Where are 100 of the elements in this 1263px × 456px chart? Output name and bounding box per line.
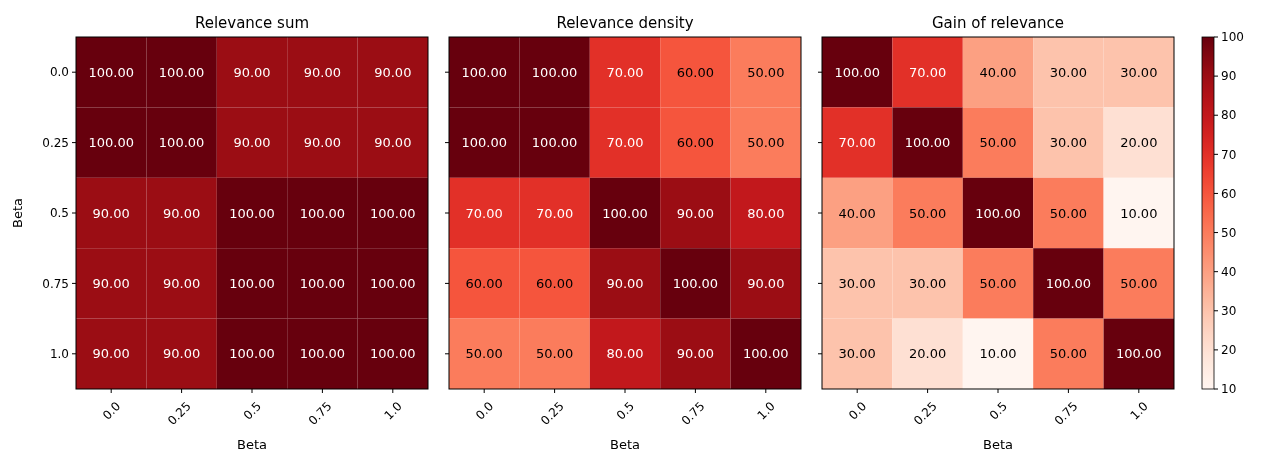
data-label: 100.00	[531, 135, 578, 151]
data-label: 70.00	[535, 205, 574, 221]
data-label: 30.00	[838, 275, 876, 291]
data-label: 20.00	[1120, 135, 1158, 151]
data-label: 100.00	[158, 135, 205, 151]
data-label: 100.00	[904, 135, 951, 151]
data-label: 60.00	[465, 275, 503, 291]
data-label: 60.00	[676, 64, 715, 80]
data-label: 100.00	[531, 64, 578, 80]
x-tick-label: 1.0	[754, 399, 778, 423]
y-tick-label: 0.25	[42, 135, 69, 150]
data-label: 50.00	[1049, 205, 1088, 221]
data-label: 100.00	[602, 205, 648, 221]
data-label: 10.00	[1120, 205, 1158, 221]
data-label: 100.00	[88, 135, 134, 151]
color-bar-label: 50	[1221, 225, 1237, 240]
x-axis-title: Beta	[237, 437, 267, 452]
data-label: 60.00	[535, 275, 574, 291]
x-tick-label: 0.5	[613, 399, 638, 423]
x-tick-label: 0.5	[240, 399, 265, 423]
data-label: 90.00	[92, 346, 130, 362]
data-label: 30.00	[838, 346, 876, 362]
data-label: 90.00	[606, 275, 644, 291]
data-label: 100.00	[743, 346, 789, 362]
data-label: 100.00	[370, 275, 416, 291]
data-label: 90.00	[303, 64, 342, 80]
data-label: 70.00	[908, 64, 947, 80]
data-label: 90.00	[676, 346, 715, 362]
y-tick-label: 0.75	[42, 276, 69, 291]
data-label: 100.00	[461, 135, 507, 151]
data-label: 100.00	[461, 64, 507, 80]
data-label: 50.00	[979, 275, 1017, 291]
x-tick-label: 0.5	[986, 399, 1011, 423]
color-bar-label: 20	[1221, 343, 1237, 358]
color-bar-label: 100	[1221, 30, 1244, 45]
data-label: 100.00	[370, 205, 416, 221]
data-label: 50.00	[1049, 346, 1088, 362]
data-label: 30.00	[1049, 64, 1088, 80]
y-tick-label: 0.0	[49, 65, 69, 80]
data-label: 70.00	[838, 135, 876, 151]
data-label: 70.00	[606, 135, 644, 151]
data-label: 90.00	[303, 135, 342, 151]
data-label: 100.00	[834, 64, 880, 80]
data-label: 50.00	[747, 135, 785, 151]
y-tick-label: 1.0	[49, 347, 69, 361]
data-label: 50.00	[535, 346, 574, 362]
data-label: 80.00	[606, 346, 644, 362]
data-label: 90.00	[374, 135, 412, 151]
data-label: 100.00	[88, 64, 134, 80]
data-label: 90.00	[233, 135, 271, 151]
data-label: 40.00	[838, 205, 876, 221]
data-label: 50.00	[747, 64, 785, 80]
x-tick-label: 1.0	[381, 399, 405, 423]
color-bar-label: 60	[1221, 186, 1237, 201]
color-bar-label: 30	[1221, 303, 1237, 318]
data-label: 90.00	[374, 64, 412, 80]
x-tick-label: 0.0	[99, 399, 124, 423]
data-label: 90.00	[92, 205, 130, 221]
color-bar-label: 40	[1221, 264, 1237, 279]
chart-title: Relevance density	[556, 14, 694, 32]
data-label: 100.00	[299, 346, 346, 362]
y-axis-title: Beta	[10, 198, 25, 228]
data-label: 100.00	[975, 205, 1021, 221]
data-label: 100.00	[299, 205, 346, 221]
data-label: 50.00	[979, 135, 1017, 151]
data-label: 90.00	[162, 275, 201, 291]
data-label: 20.00	[908, 346, 947, 362]
data-label: 90.00	[92, 275, 130, 291]
data-label: 90.00	[233, 64, 271, 80]
color-bar-label: 10	[1221, 382, 1237, 397]
x-axis-title: Beta	[610, 437, 640, 452]
data-label: 100.00	[1116, 346, 1162, 362]
data-label: 100.00	[229, 205, 275, 221]
chart-title: Relevance sum	[194, 14, 310, 32]
chart-title: Gain of relevance	[932, 14, 1064, 32]
color-bar-label: 80	[1221, 108, 1237, 123]
data-label: 30.00	[1049, 135, 1088, 151]
data-label: 70.00	[465, 205, 503, 221]
data-label: 100.00	[1045, 275, 1092, 291]
data-label: 90.00	[162, 346, 201, 362]
y-tick-label: 0.5	[49, 206, 69, 221]
data-label: 50.00	[465, 346, 503, 362]
data-label: 50.00	[908, 205, 947, 221]
color-bar-label: 90	[1221, 69, 1237, 84]
data-label: 90.00	[676, 205, 715, 221]
data-label: 40.00	[979, 64, 1017, 80]
color-bar-label: 70	[1221, 147, 1237, 162]
data-label: 10.00	[979, 346, 1017, 362]
data-label: 90.00	[747, 275, 785, 291]
x-tick-label: 1.0	[1127, 399, 1151, 423]
data-label: 100.00	[370, 346, 416, 362]
data-label: 80.00	[747, 205, 785, 221]
data-label: 30.00	[908, 275, 947, 291]
data-label: 100.00	[672, 275, 719, 291]
data-label: 70.00	[606, 64, 644, 80]
x-tick-label: 0.0	[845, 399, 870, 423]
data-label: 90.00	[162, 205, 201, 221]
data-label: 100.00	[158, 64, 205, 80]
data-label: 100.00	[229, 346, 275, 362]
data-label: 30.00	[1120, 64, 1158, 80]
